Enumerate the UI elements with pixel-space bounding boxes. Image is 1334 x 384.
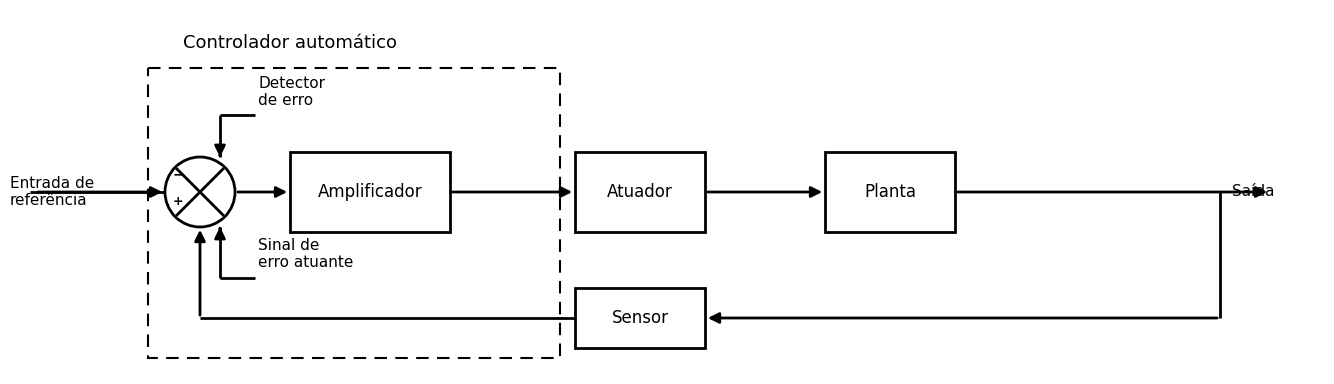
Text: Detector
de erro: Detector de erro <box>257 76 325 108</box>
Text: Entrada de
referência: Entrada de referência <box>9 176 95 208</box>
Text: Amplificador: Amplificador <box>317 183 423 201</box>
Bar <box>148 68 560 358</box>
Text: Atuador: Atuador <box>607 183 672 201</box>
Text: Controlador automático: Controlador automático <box>183 34 398 52</box>
Text: +: + <box>173 195 184 208</box>
Bar <box>289 152 450 232</box>
Text: −: − <box>172 167 184 182</box>
Bar <box>575 288 704 348</box>
Text: Planta: Planta <box>864 183 916 201</box>
Text: Sensor: Sensor <box>611 309 668 327</box>
Ellipse shape <box>165 157 235 227</box>
Text: Saída: Saída <box>1233 184 1274 200</box>
Bar <box>575 152 704 232</box>
Bar <box>824 152 955 232</box>
Text: Sinal de
erro atuante: Sinal de erro atuante <box>257 238 354 270</box>
